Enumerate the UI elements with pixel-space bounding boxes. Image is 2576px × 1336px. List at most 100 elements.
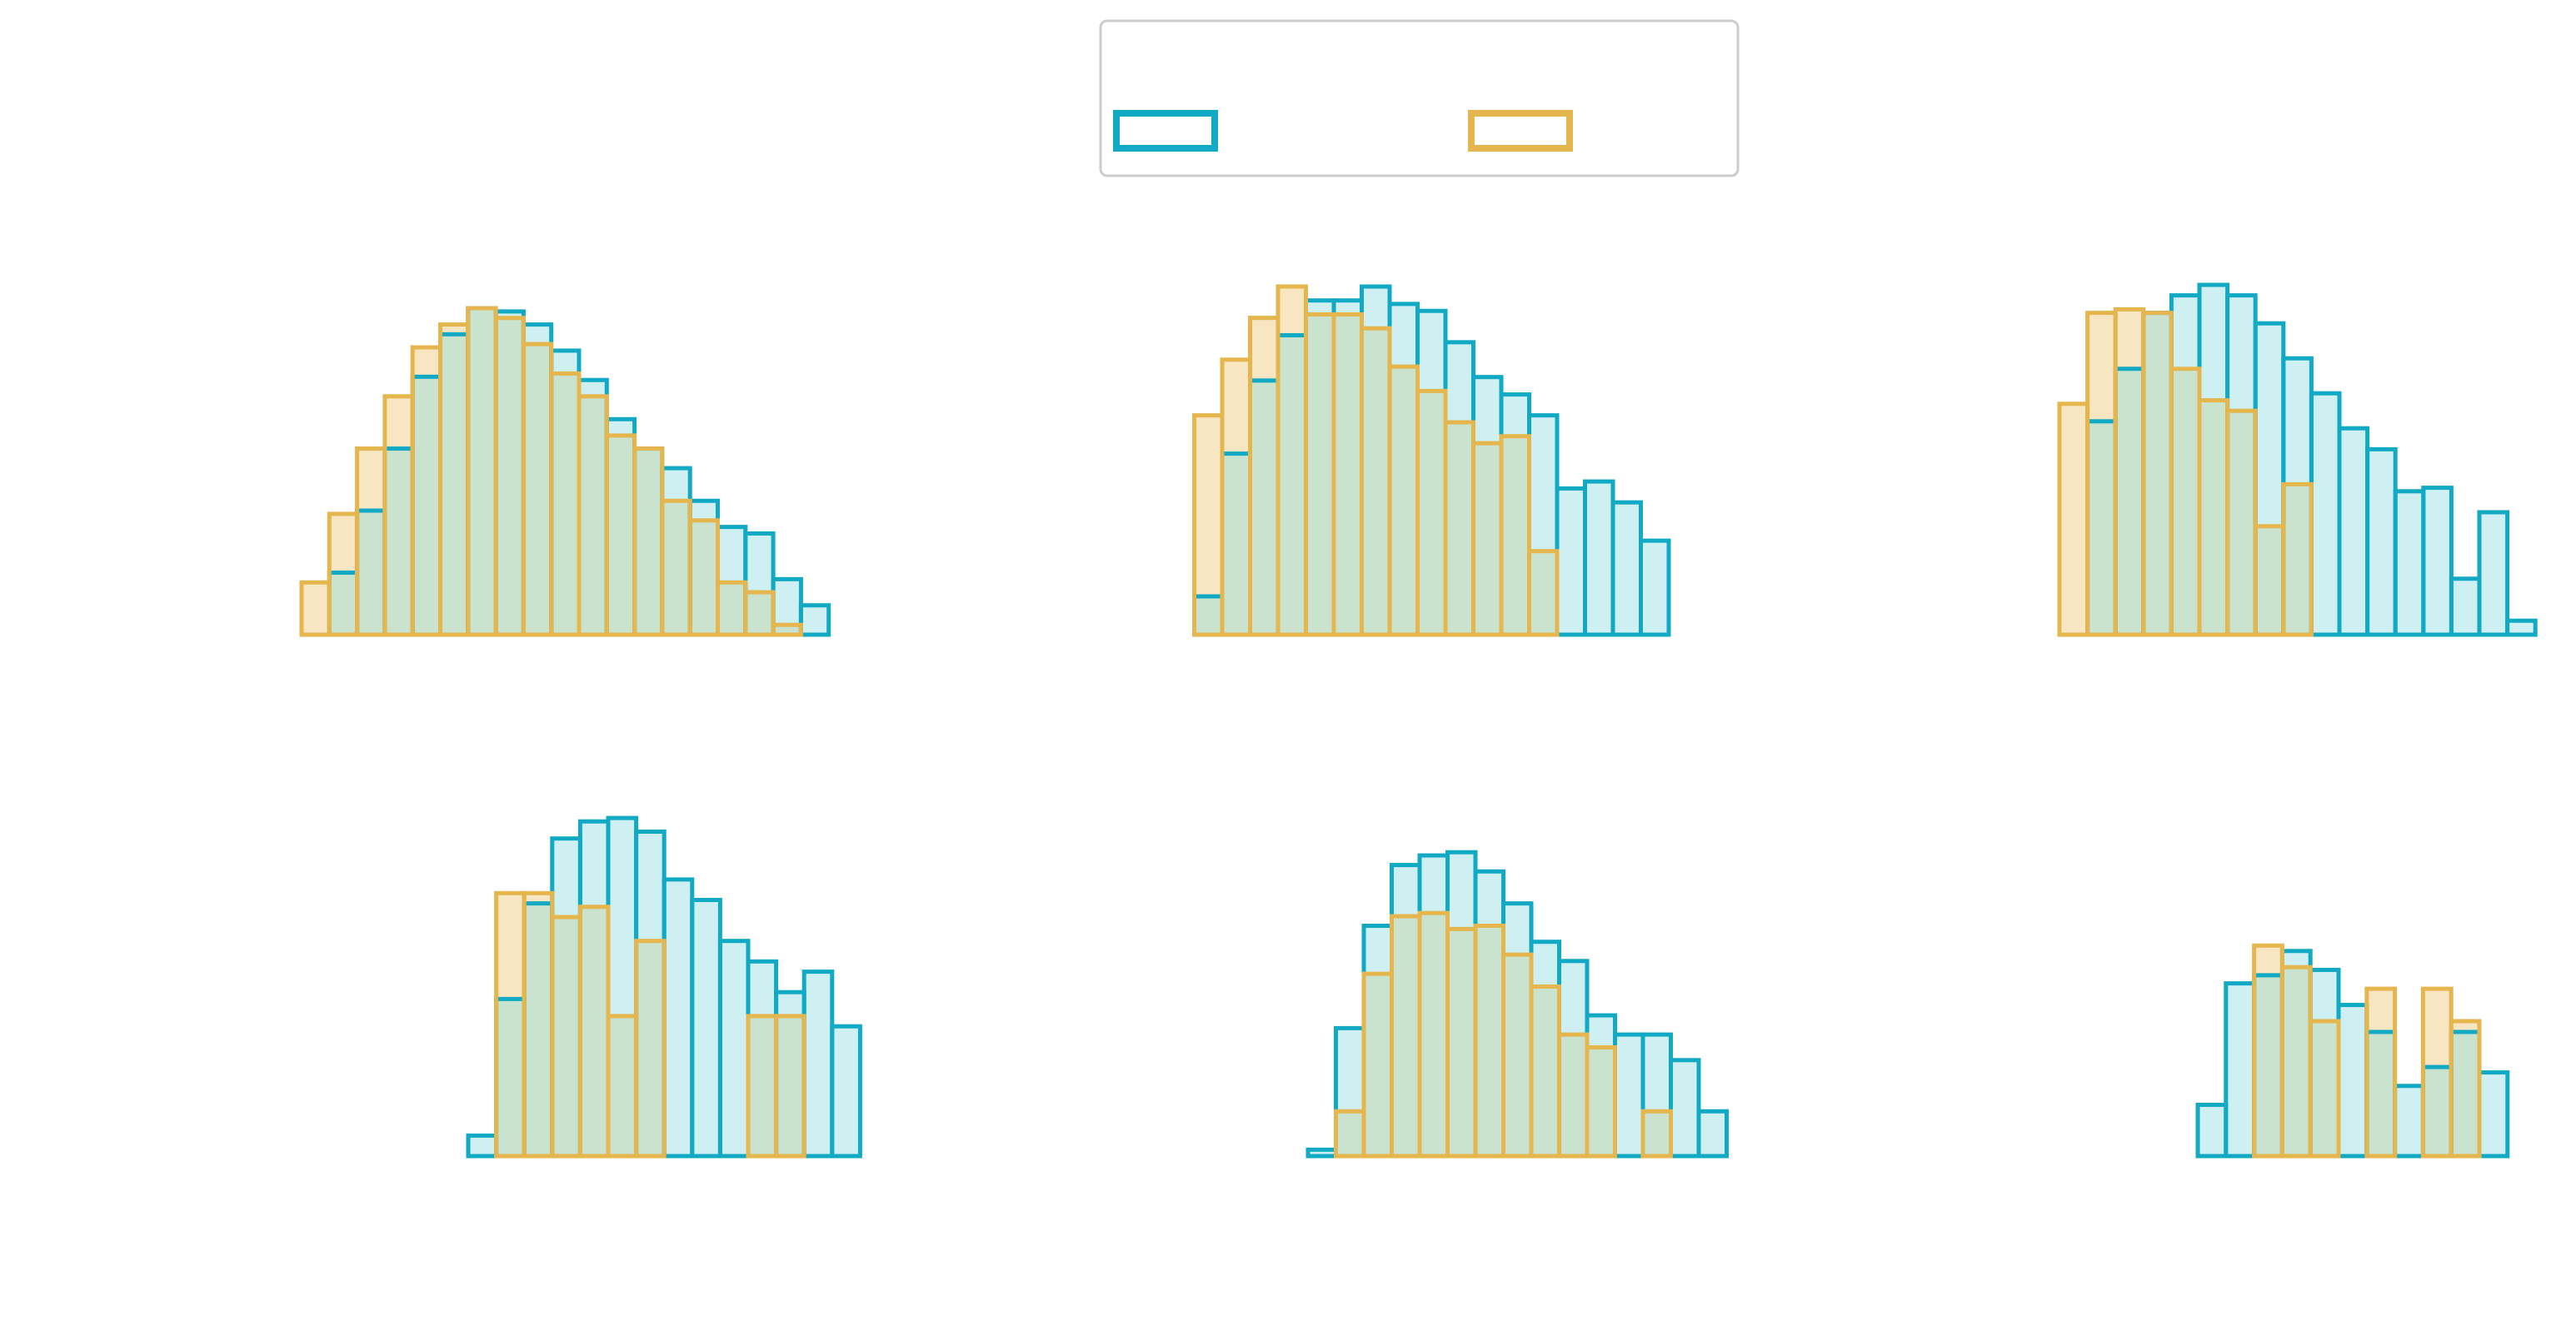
overlap-fill [1559,1034,1587,1156]
histogram-panel-row1-col1 [299,306,831,637]
series-b-fill [1250,317,1278,381]
series-a-fill [607,419,635,436]
series-a-bar [1669,1058,1701,1159]
series-a-fill [1587,1015,1615,1048]
series-b-fill [2423,989,2452,1068]
series-a-fill [1503,903,1531,955]
overlap-fill [2282,967,2311,1156]
histogram-panel-row2-col1 [466,815,862,1159]
series-a-fill [776,992,805,1016]
series-b-bar [2225,408,2258,637]
series-b-fill [440,324,468,335]
overlap-fill [496,999,525,1156]
series-a-bar [1696,1109,1729,1159]
series-a-bar [1639,538,1671,637]
series-b-bar [2281,481,2314,637]
series-a-fill [1390,303,1418,367]
series-a-fill [552,838,581,917]
overlap-fill [2310,1021,2339,1156]
series-a-fill [2339,1004,2367,1156]
overlap-fill [1531,986,1560,1156]
overlap-fill [2227,411,2256,635]
overlap-fill [496,317,524,635]
overlap-fill [552,917,581,1156]
series-b-bar [634,939,666,1159]
series-b-fill [2254,945,2283,975]
series-b-fill [384,396,413,449]
overlap-fill [745,592,774,635]
series-a-bar [2477,510,2510,637]
overlap-fill [1447,929,1475,1156]
series-a-fill [2199,285,2228,401]
overlap-fill [551,373,579,635]
overlap-fill [661,501,691,635]
overlap-fill [1417,391,1445,635]
series-a-fill [2283,358,2312,485]
series-a-fill [1643,1034,1671,1112]
series-a-bar [2505,618,2538,637]
series-a-fill [1445,341,1474,423]
series-a-fill [1308,1149,1336,1156]
series-b-fill [2451,1021,2479,1032]
legend-frame [1099,19,1740,177]
series-a-fill [1475,871,1504,926]
series-a-fill [745,533,774,593]
overlap-fill [607,435,635,635]
series-a-fill [1334,300,1362,315]
overlap-fill [2143,312,2172,635]
series-a-fill [720,940,748,1156]
series-a-fill [523,324,552,345]
series-b-bar [774,1014,806,1159]
series-b-fill [1194,415,1222,597]
series-a-fill [717,526,746,583]
series-b-bar [1585,1044,1617,1159]
series-a-fill [2310,970,2339,1021]
series-b-fill [2115,309,2144,369]
series-a-fill [551,350,579,374]
series-b-fill [2366,989,2395,1032]
overlap-fill [1503,955,1531,1156]
overlap-fill [1587,1047,1615,1156]
overlap-fill [329,572,357,635]
overlap-fill [1364,974,1392,1156]
series-a-bar [830,1024,862,1159]
series-a-fill [1531,941,1560,987]
series-b-fill [357,448,385,511]
series-b-bar [2449,1019,2482,1159]
series-a-fill [1585,481,1613,635]
overlap-fill [467,308,497,635]
legend-swatch-series-b [1468,110,1573,152]
overlap-fill [2199,400,2228,635]
series-b-bar [1640,1109,1673,1159]
series-b-bar [771,622,803,637]
series-a-fill [691,900,721,1156]
overlap-fill [2255,526,2284,635]
series-a-fill [2479,1072,2508,1156]
overlap-fill [2171,368,2199,635]
series-a-fill [1364,925,1392,975]
series-a-fill [2394,1085,2424,1156]
series-a-fill [804,971,832,1156]
overlap-fill [1473,443,1501,635]
overlap-fill [634,448,662,635]
overlap-fill [523,344,552,635]
series-a-fill [1615,1034,1643,1156]
overlap-fill [2087,421,2116,635]
series-a-fill [2479,512,2508,635]
overlap-fill [1529,551,1557,635]
series-a-fill [2171,295,2199,369]
overlap-fill [1222,453,1251,635]
overlap-fill [2115,368,2144,635]
series-a-fill [748,961,776,1016]
overlap-fill [384,448,413,635]
series-a-fill [1640,541,1669,635]
overlap-fill [636,940,665,1156]
overlap-fill [1391,916,1420,1156]
series-a-fill [2225,983,2254,1156]
series-b-fill [302,582,330,635]
series-a-fill [1391,865,1420,916]
series-b-bar [1499,434,1531,637]
series-a-fill [1335,1028,1364,1112]
overlap-fill [524,903,552,1156]
